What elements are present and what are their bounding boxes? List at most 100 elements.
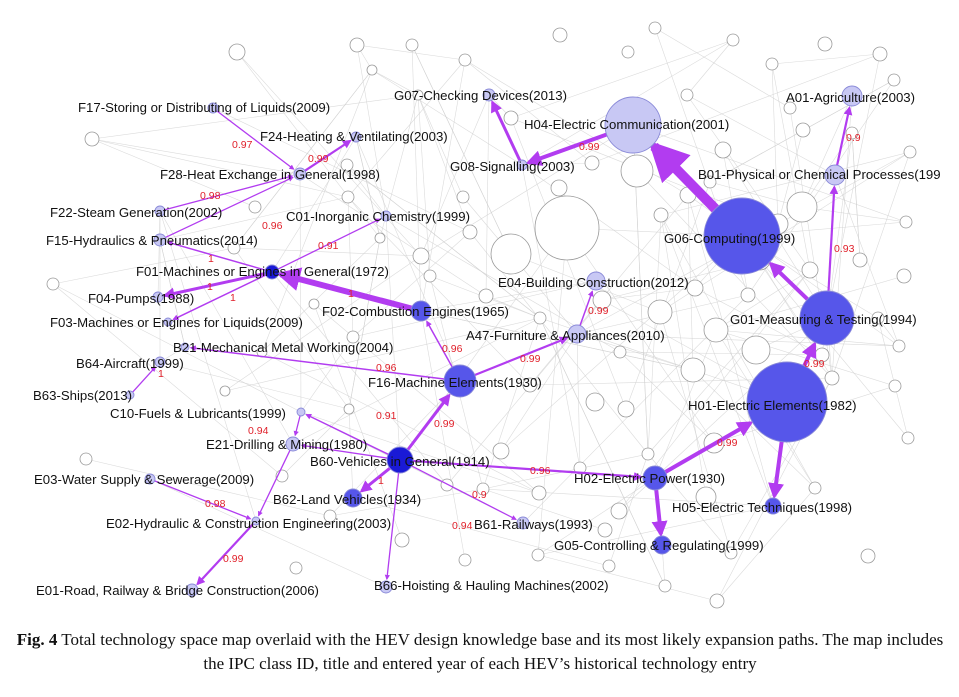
label-g01: G01-Measuring & Testing(1994): [730, 312, 917, 327]
label-g07: G07-Checking Devices(2013): [394, 88, 567, 103]
background-edge: [348, 408, 354, 499]
background-node: [462, 224, 478, 240]
expansion-edge-b60-c10: [305, 413, 389, 456]
edge-weight: 0.99: [308, 153, 329, 165]
node-b62: [343, 488, 363, 508]
background-node: [765, 57, 779, 71]
label-g08: G08-Signalling(2003): [450, 159, 575, 174]
expansion-edge-b60-b62: [359, 467, 391, 493]
background-edge: [224, 317, 541, 392]
background-edge: [411, 44, 422, 312]
background-node: [872, 46, 888, 62]
background-edge: [510, 39, 734, 119]
background-node: [490, 233, 532, 275]
label-f01: F01-Machines or Engines in General(1972): [136, 264, 389, 279]
background-edge: [601, 287, 696, 301]
expansion-edge-f01-c01: [277, 218, 381, 270]
node-e03: [144, 473, 156, 485]
label-h01: H01-Electric Elements(1982): [688, 398, 857, 413]
background-node: [423, 269, 437, 283]
background-edge: [877, 317, 909, 439]
caption-text: Total technology space map overlaid with…: [61, 630, 944, 673]
background-edge: [420, 94, 490, 257]
label-e01: E01-Road, Railway & Bridge Construction(…: [36, 583, 319, 598]
node-c01: [380, 210, 392, 222]
expansion-edge-f17-f28: [216, 110, 295, 170]
background-node: [686, 279, 704, 297]
background-node: [573, 461, 587, 475]
edge-weight: 1: [208, 253, 214, 265]
expansion-paths: [132, 100, 853, 586]
edge-weight: 0.99: [223, 553, 244, 565]
expansion-edge-f16-a47: [474, 336, 569, 377]
background-edge: [801, 206, 907, 223]
expansion-edge-g01-b01: [827, 185, 839, 292]
background-edge: [212, 107, 471, 233]
background-edge: [660, 151, 911, 216]
background-node: [714, 141, 732, 159]
expansion-edge-f16-b21: [189, 345, 445, 380]
background-node: [602, 559, 616, 573]
background-edge: [521, 164, 581, 469]
background-edge: [159, 361, 350, 410]
background-node: [343, 403, 355, 415]
background-node: [613, 345, 627, 359]
background-node: [899, 215, 913, 229]
background-edge: [647, 214, 662, 455]
background-node: [801, 261, 819, 279]
node-f17: [207, 102, 219, 114]
background-edge: [352, 280, 597, 338]
node-f28: [293, 167, 307, 181]
background-edge: [654, 27, 791, 109]
background-node: [888, 379, 902, 393]
label-b64: B64-Aircraft(1999): [76, 356, 184, 371]
node-b60: [386, 446, 414, 474]
background-node: [871, 311, 885, 325]
background-edge: [686, 39, 734, 96]
background-edge: [619, 351, 715, 444]
background-node: [440, 478, 454, 492]
edge-weight: 1: [378, 475, 384, 487]
background-node: [394, 532, 410, 548]
node-h01: [746, 361, 828, 443]
node-f01: [264, 264, 280, 280]
label-f02: F02-Combustion Engines(1965): [322, 304, 509, 319]
edge-weight: 0.96: [262, 220, 283, 232]
background-node: [610, 502, 628, 520]
background-node: [740, 287, 756, 303]
background-edge: [352, 231, 471, 338]
background-node: [84, 131, 100, 147]
edge-weight: 0.99: [579, 141, 600, 153]
background-node: [308, 298, 320, 310]
background-edge: [149, 478, 387, 588]
background-edge: [261, 69, 373, 353]
label-h02: H02-Electric Power(1930): [574, 471, 725, 486]
node-f04: [152, 291, 164, 303]
background-node: [533, 311, 547, 325]
background-edge: [347, 196, 531, 386]
background-edge: [500, 333, 578, 452]
background-node: [783, 101, 797, 115]
background-node: [860, 548, 876, 564]
background-edge: [647, 269, 811, 455]
node-g06: [703, 197, 781, 275]
background-edge: [329, 488, 484, 517]
background-node: [795, 122, 811, 138]
edge-weight: 0.98: [205, 498, 226, 510]
node-f16: [443, 364, 477, 398]
background-edge: [313, 303, 403, 541]
expansion-edge-f02-f01: [276, 267, 413, 312]
background-edge: [91, 94, 419, 140]
background-edge: [300, 411, 540, 494]
background-edge: [801, 95, 853, 208]
expansion-edge-e03-e02: [154, 480, 252, 520]
background-node: [817, 36, 833, 52]
background-node: [248, 200, 262, 214]
node-b01: [824, 164, 846, 186]
background-node: [852, 252, 868, 268]
caption-label: Fig. 4: [16, 630, 58, 649]
background-edge: [482, 488, 606, 531]
background-edge: [420, 310, 466, 561]
